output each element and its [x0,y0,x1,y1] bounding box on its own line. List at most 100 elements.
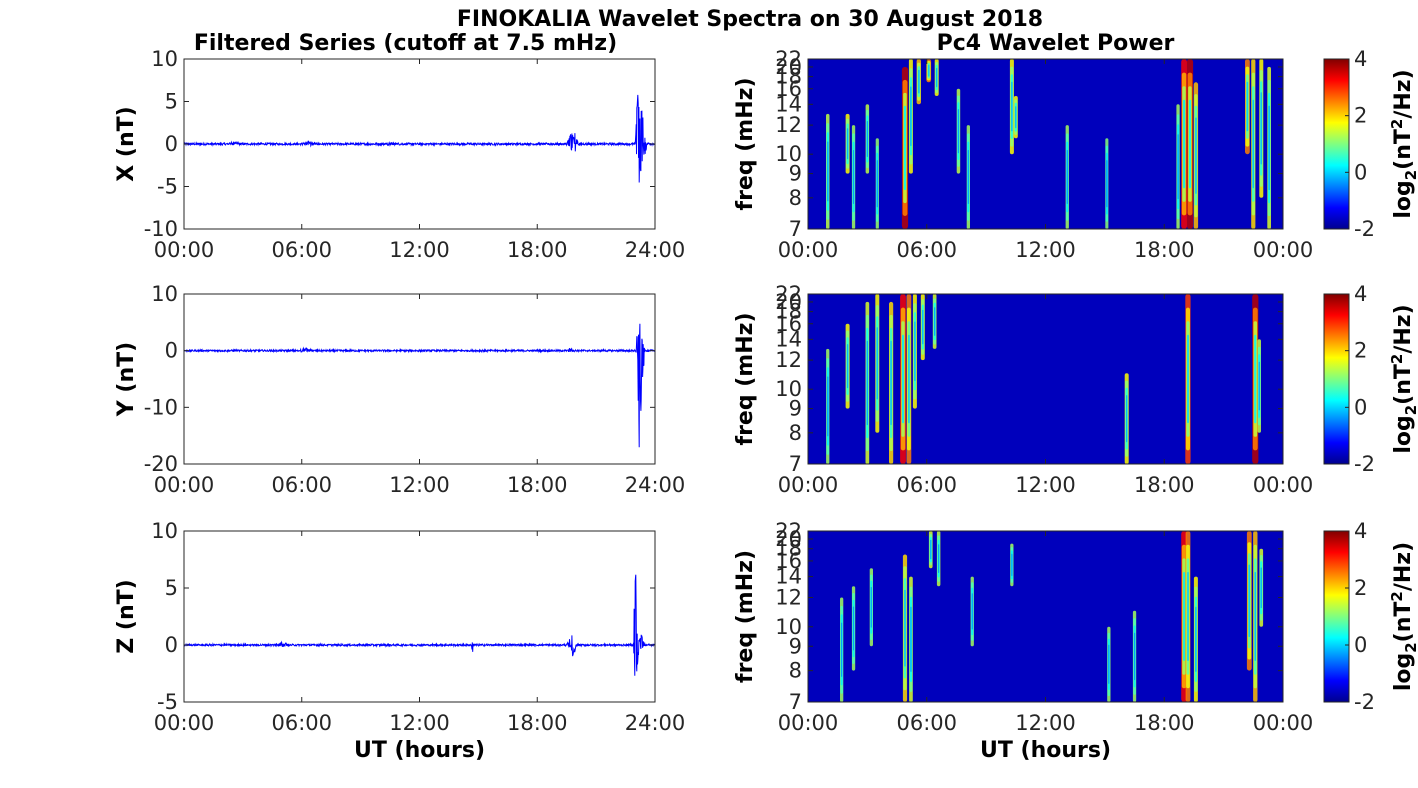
power-streak [927,64,930,77]
x-axis-label: UT (hours) [980,738,1111,763]
power-streak [1188,99,1191,189]
x-tick-label: 12:00 [389,711,450,735]
y-tick-label: -20 [144,452,178,476]
x-tick-label: 00:00 [778,238,839,262]
heatmap-area [808,59,1283,229]
x-tick-label: 24:00 [625,238,686,262]
power-streak [1254,334,1257,424]
colorbar-tick-label: 4 [1354,282,1367,306]
x-axis-label: UT (hours) [354,738,485,763]
colorbar-tick-label: 0 [1354,160,1367,184]
y-tick-label: 10 [775,615,802,639]
colorbar-tick-label: -2 [1354,690,1375,714]
x-tick-label: 00:00 [154,238,215,262]
series-line [183,323,656,448]
power-streak [1195,117,1197,194]
power-streak [852,606,855,651]
x-tick-label: 12:00 [1015,238,1076,262]
y-tick-label: 12 [775,348,802,372]
power-streak [827,141,829,202]
y-tick-label: 9 [789,162,802,186]
power-streak [930,539,932,560]
y-tick-label: 10 [151,47,178,71]
x-tick-label: 18:00 [1134,473,1195,497]
y-tick-label: 7 [789,217,802,241]
y-tick-label: 0 [165,132,178,156]
power-streak [870,587,872,628]
colorbar-label: log2(nT2/Hz) [1388,69,1418,218]
colorbar-tick-label: 0 [1354,395,1367,419]
panel-title: Filtered Series (cutoff at 7.5 mHz) [194,31,617,56]
power-streak [1011,81,1013,132]
y-tick-label: 8 [789,659,802,683]
power-streak [1195,606,1197,672]
x-tick-label: 12:00 [1015,473,1076,497]
power-streak [1254,572,1256,661]
power-streak [1183,99,1186,189]
heatmap-area [808,294,1283,464]
y-tick-label: 7 [789,690,802,714]
y-tick-label: 8 [789,186,802,210]
y-tick-label: 10 [775,377,802,401]
power-streak [934,307,936,336]
power-streak [852,150,855,204]
x-tick-label: 06:00 [896,238,957,262]
y-tick-label: -10 [144,217,178,241]
y-tick-label: 0 [165,633,178,657]
series-panel-3: 10 5 0 -500:00 06:00 12:00 18:00 24:00 Z (nT) UT … [114,519,685,763]
y-tick-label: 12 [775,113,802,137]
power-streak [1246,81,1249,132]
power-streak [910,86,912,147]
y-tick-label: 18 [775,65,802,89]
y-tick-label: 7 [789,452,802,476]
power-streak [1248,564,1251,638]
power-streak [904,589,906,667]
y-tick-label: 10 [151,519,178,543]
colorbar-label: log2(nT2/Hz) [1388,542,1418,691]
y-tick-label: 10 [775,142,802,166]
colorbar-tick-label: 2 [1354,339,1367,363]
y-tick-label: 16 [775,549,802,573]
x-tick-label: 18:00 [1134,238,1195,262]
y-axis-label: X (nT) [114,106,139,181]
power-streak [1260,567,1262,609]
power-streak [827,376,829,437]
power-streak [903,105,906,191]
x-tick-label: 18:00 [507,238,568,262]
power-streak [876,327,878,400]
colorbar-tick-label: 2 [1354,576,1367,600]
y-tick-label: 20 [775,290,802,314]
colorbar-tick-label: 2 [1354,104,1367,128]
x-tick-label: 00:00 [1253,711,1314,735]
y-tick-label: 18 [775,300,802,324]
power-streak [1183,572,1186,661]
power-streak [971,593,973,630]
power-streak [936,67,938,88]
y-tick-label: -5 [157,175,178,199]
x-tick-label: 12:00 [1015,711,1076,735]
power-streak [938,544,940,573]
colorbar-tick-label: 4 [1354,519,1367,543]
y-tick-label: 10 [151,282,178,306]
x-tick-label: 06:00 [271,473,332,497]
y-tick-label: 16 [775,312,802,336]
y-tick-label: 16 [775,77,802,101]
power-streak [902,334,904,424]
panel-title: Pc4 Wavelet Power [937,31,1175,56]
y-tick-label: 14 [775,92,802,116]
colorbar-tick-label: -2 [1354,452,1375,476]
colorbar-tick-label: 4 [1354,47,1367,71]
x-tick-label: 00:00 [154,711,215,735]
x-tick-label: 24:00 [625,473,686,497]
power-streak [890,340,892,426]
y-tick-label: -5 [157,690,178,714]
power-streak [910,606,912,672]
power-streak [1066,150,1068,204]
colorbar [1323,58,1350,230]
power-streak [957,109,959,154]
power-streak [922,309,924,345]
